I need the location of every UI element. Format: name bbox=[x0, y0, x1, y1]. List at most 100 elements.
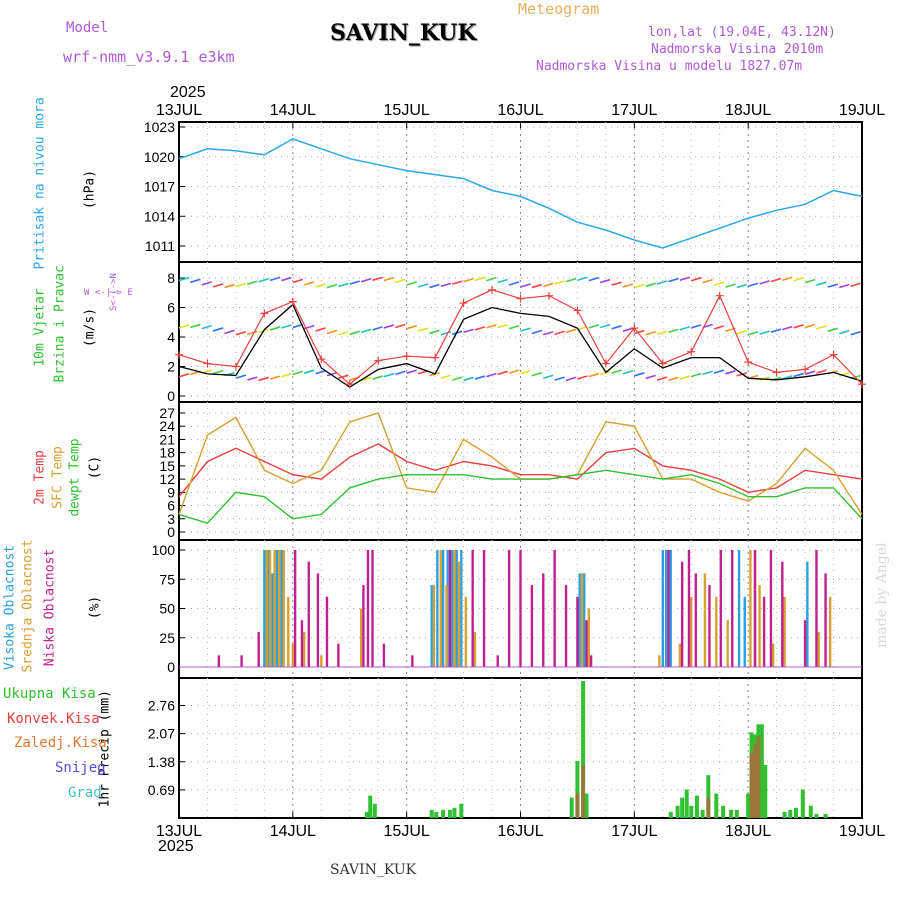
wind-barb bbox=[201, 324, 212, 330]
wind-barb bbox=[611, 281, 622, 286]
cloud-low-bar bbox=[753, 550, 757, 667]
footer-station: SAVIN_KUK bbox=[330, 862, 417, 878]
wind-barb bbox=[440, 282, 452, 288]
wind-barb bbox=[577, 276, 588, 282]
xtick-label-bottom: 15JUL bbox=[384, 823, 430, 840]
cloud-low-bar bbox=[240, 655, 243, 667]
cloud-low-bar bbox=[553, 550, 556, 667]
wind-barb bbox=[577, 326, 588, 331]
ytick-label: 18 bbox=[159, 445, 175, 461]
wind-compass: W <-|-> E bbox=[84, 288, 133, 298]
wind-barb bbox=[303, 281, 315, 286]
cloud-mid-bar bbox=[453, 550, 456, 667]
wind-barb bbox=[326, 329, 338, 335]
wind-barb bbox=[349, 330, 360, 336]
wind-barb bbox=[679, 375, 691, 380]
wind-barb bbox=[588, 276, 600, 282]
ytick-label: 0.69 bbox=[148, 782, 175, 798]
cloud-low-bar bbox=[362, 585, 365, 667]
cloud-mid-bar bbox=[439, 550, 443, 667]
precip-total-bar bbox=[823, 813, 828, 818]
wind-barb bbox=[258, 376, 269, 382]
wind-barb bbox=[736, 329, 748, 335]
wind-barb bbox=[554, 376, 565, 381]
xtick-label-bottom: 19JUL bbox=[839, 823, 885, 840]
cloud-mid-bar bbox=[658, 655, 661, 667]
precip-total-bar bbox=[447, 809, 452, 818]
cloud-mid-bar bbox=[291, 643, 295, 667]
legend-conv-rain: Konvek.Kisa bbox=[7, 711, 100, 727]
wind-barb bbox=[508, 324, 520, 330]
wind-barb bbox=[269, 375, 281, 380]
wind-barb bbox=[235, 282, 247, 288]
wind-barb bbox=[543, 330, 554, 336]
xtick-label-top: 17JUL bbox=[611, 102, 657, 119]
cloud-mid-bar bbox=[749, 550, 752, 667]
wind-barb bbox=[258, 278, 269, 283]
xtick-label-top: 18JUL bbox=[725, 102, 771, 119]
ytick-label: 1014 bbox=[144, 208, 175, 224]
wind-barb bbox=[315, 327, 326, 332]
precip-total-bar bbox=[808, 805, 813, 818]
wind-barb bbox=[736, 283, 748, 289]
wind-barb bbox=[349, 280, 360, 285]
wind-barb bbox=[713, 281, 725, 286]
wind-barb bbox=[770, 277, 782, 283]
cloud-low-bar bbox=[307, 561, 310, 667]
wind-barb bbox=[303, 369, 315, 374]
cloud-low-bar bbox=[325, 596, 329, 667]
cloud-mid-bar bbox=[690, 596, 693, 667]
wind-barb bbox=[190, 323, 201, 329]
wind-barb bbox=[292, 278, 304, 284]
cloud-low-bar bbox=[382, 643, 386, 667]
ytick-label: 1020 bbox=[144, 149, 175, 165]
wind-barb bbox=[611, 325, 622, 330]
precip-total-bar bbox=[706, 775, 711, 818]
cloud-high-bar bbox=[436, 550, 439, 667]
wind-barb bbox=[383, 324, 395, 329]
ytick-label: 4 bbox=[167, 329, 175, 345]
ytick-label: 2.76 bbox=[148, 698, 175, 714]
ytick-label: 25 bbox=[159, 630, 175, 646]
precip-total-bar bbox=[675, 805, 680, 818]
wind-barb bbox=[543, 282, 554, 288]
cloud-low-bar bbox=[542, 573, 545, 667]
precip-total-bar bbox=[584, 793, 589, 818]
wind-barb bbox=[645, 330, 656, 336]
cloud-mid-bar bbox=[678, 643, 682, 667]
cloud-low-bar bbox=[815, 550, 818, 667]
ytick-label: 0 bbox=[167, 524, 175, 540]
ytick-label: 0 bbox=[167, 388, 175, 404]
wind-barb bbox=[850, 282, 861, 287]
ytick-label: 6 bbox=[167, 498, 175, 514]
wind-barb bbox=[383, 276, 395, 282]
wind-barb bbox=[668, 277, 679, 283]
wind-barb bbox=[565, 277, 577, 283]
wind-gust-marker bbox=[573, 306, 582, 315]
wind-barb bbox=[372, 375, 383, 380]
cloud-low-bar bbox=[482, 550, 486, 667]
wind-barb bbox=[588, 324, 600, 329]
panel-frame-0 bbox=[178, 121, 863, 263]
wind-barb bbox=[804, 278, 816, 284]
wind-barb bbox=[804, 323, 816, 329]
xtick-label-top: 14JUL bbox=[270, 102, 316, 119]
cloud-low-bar bbox=[507, 550, 511, 667]
ytick-label: 2 bbox=[167, 359, 175, 375]
wind-barb bbox=[520, 283, 531, 288]
wind-barb bbox=[839, 283, 850, 289]
wind-barb bbox=[212, 327, 224, 332]
ytick-label: 21 bbox=[159, 431, 175, 447]
wind-barb bbox=[702, 370, 713, 375]
ytick-label: 27 bbox=[159, 405, 175, 421]
cloud-low-bar bbox=[769, 550, 773, 667]
wind-gust-marker bbox=[715, 291, 724, 300]
dewpt-line bbox=[178, 469, 863, 524]
cloud-low-bar bbox=[564, 585, 568, 667]
ytick-label: 1.38 bbox=[148, 754, 175, 770]
wind-barb bbox=[178, 276, 190, 282]
cloud-mid-bar bbox=[587, 608, 590, 667]
wind-barb bbox=[691, 324, 702, 329]
cloud-high-bar bbox=[665, 550, 668, 667]
